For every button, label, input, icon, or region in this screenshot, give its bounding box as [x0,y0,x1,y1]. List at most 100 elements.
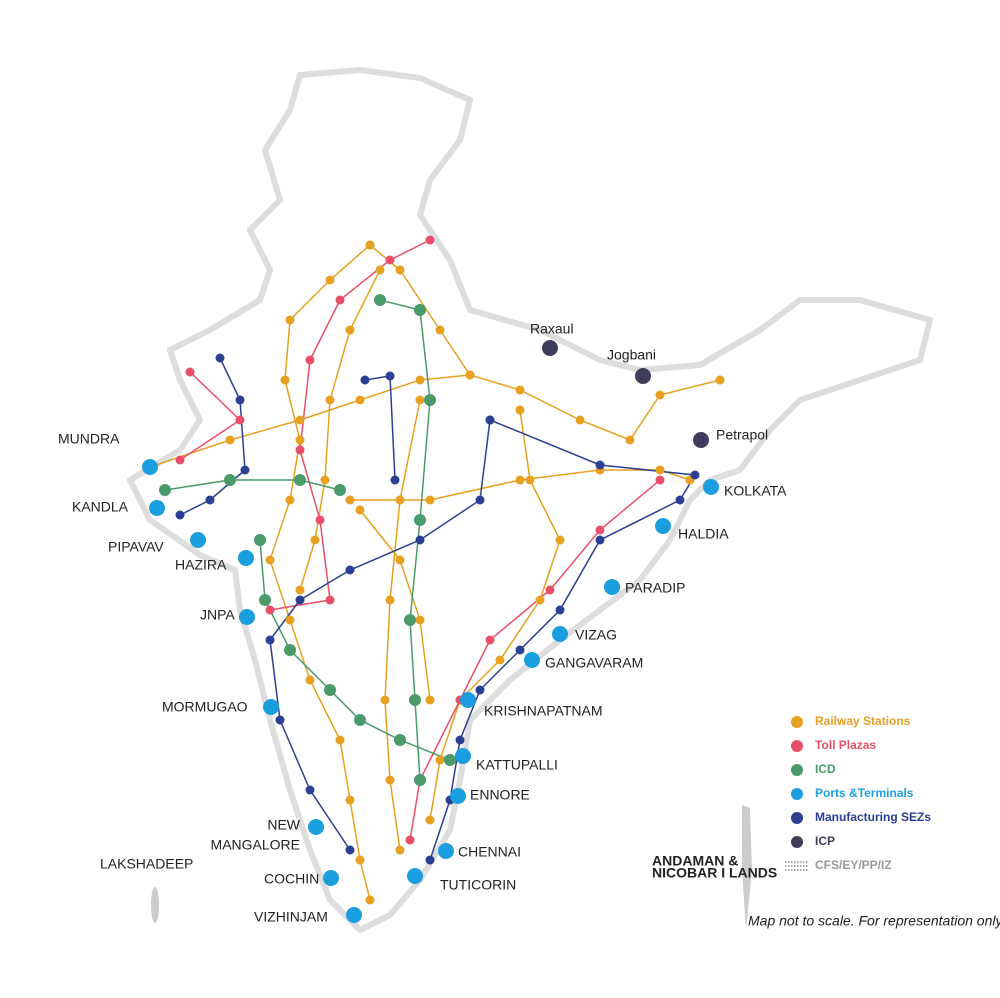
location-dot [415,615,425,625]
location-dot [175,455,185,465]
location-dot [335,735,345,745]
legend-hatch [797,869,799,871]
port-label: COCHIN [264,871,319,887]
port-label: MANGALORE [211,837,300,853]
legend-hatch [803,865,805,867]
dots [142,235,725,923]
location-dot [455,735,465,745]
india-outline [127,67,933,933]
port-dot [438,843,454,859]
port-dot [308,819,324,835]
location-dot [535,595,545,605]
location-dot [254,534,266,546]
note: Map not to scale. For representation onl… [748,913,1000,929]
legend-hatch [800,869,802,871]
port-label: TUTICORIN [440,877,516,893]
location-dot [305,785,315,795]
location-dot [425,855,435,865]
location-dot [315,515,325,525]
port-dot [323,870,339,886]
port-dot [604,579,620,595]
location-dot [240,465,250,475]
legend-hatch [788,861,790,863]
port-label: NEW [267,817,300,833]
location-dot [595,535,605,545]
port-label: KRISHNAPATNAM [484,703,603,719]
legend-dot [791,788,803,800]
port-label: KATTUPALLI [476,757,558,773]
location-dot [375,265,385,275]
location-dot [405,835,415,845]
legend-dot [791,836,803,848]
region-label: NICOBAR I LANDS [652,865,777,881]
location-dot [325,275,335,285]
location-dot [345,325,355,335]
location-dot [395,495,405,505]
location-dot [715,375,725,385]
legend-dot [791,764,803,776]
location-dot [320,475,330,485]
legend-hatch [785,865,787,867]
legend-label: CFS/EY/PP/IZ [815,858,892,872]
route-line [384,399,421,851]
legend-label: ICP [815,834,835,848]
legend-hatch [794,861,796,863]
legend-hatch [794,865,796,867]
location-dot [265,635,275,645]
port-dot [460,692,476,708]
location-dot [305,355,315,365]
location-dot [334,484,346,496]
legend-hatch [788,869,790,871]
port-label: PARADIP [625,580,685,596]
legend-hatch [800,861,802,863]
location-dot [355,505,365,515]
location-dot [294,474,306,486]
legend-hatch [803,861,805,863]
location-dot [395,265,405,275]
port-dot [142,459,158,475]
location-dot [425,815,435,825]
location-dot [465,370,475,380]
location-dot [385,371,395,381]
location-dot [424,394,436,406]
location-dot [525,475,535,485]
port-dot [263,699,279,715]
port-dot [407,868,423,884]
port-label: KANDLA [72,499,129,515]
port-dot [239,609,255,625]
port-label: MUNDRA [58,431,120,447]
location-dot [385,255,395,265]
location-dot [345,845,355,855]
port-label: KOLKATA [724,483,787,499]
location-dot [365,895,375,905]
location-dot [235,395,245,405]
location-dot [215,353,225,363]
legend-hatch [788,865,790,867]
location-dot [404,614,416,626]
location-dot [415,375,425,385]
legend-dot [791,716,803,728]
port-label: CHENNAI [458,844,521,860]
port-dot [149,500,165,516]
location-dot [259,594,271,606]
location-dot [485,415,495,425]
location-dot [285,615,295,625]
port-dot [238,550,254,566]
legend-hatch [785,869,787,871]
location-dot [425,695,435,705]
location-dot [295,595,305,605]
port-label: ENNORE [470,787,530,803]
location-dot [225,435,235,445]
location-dot [690,470,700,480]
port-dot [552,626,568,642]
location-dot [625,435,635,445]
location-dot [394,734,406,746]
location-dot [395,845,405,855]
location-dot [555,535,565,545]
location-dot [385,775,395,785]
legend-hatch [797,865,799,867]
location-dot [515,645,525,655]
legend-hatch [794,869,796,871]
labels: MUNDRA KANDLA PIPAVAV HAZIRA JNPA MORMUGAO NEW… [58,321,931,925]
location-dot [285,315,295,325]
